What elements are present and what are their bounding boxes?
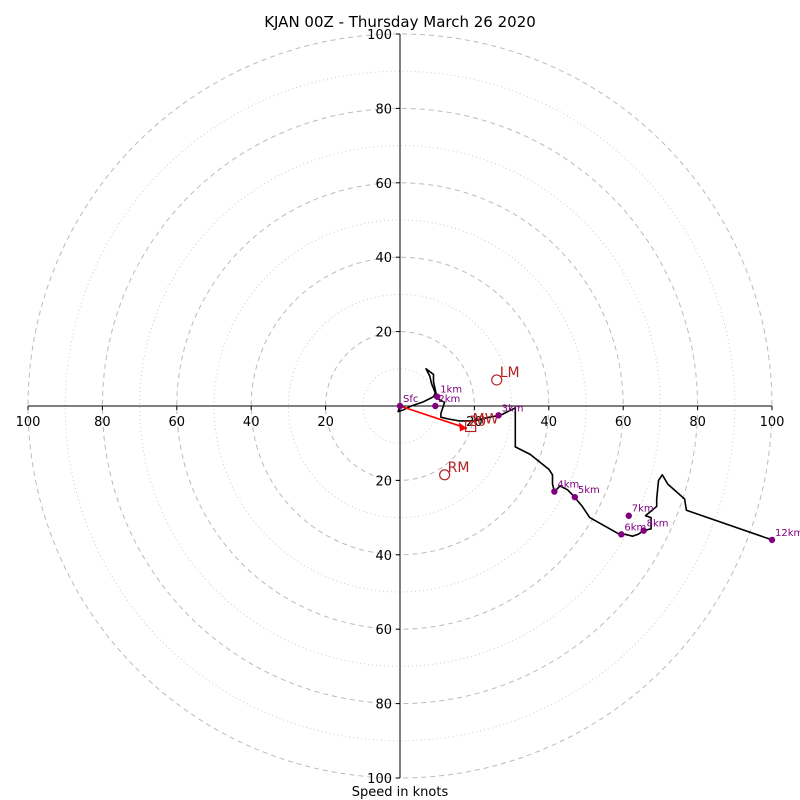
y-tick-label: 40 (375, 251, 392, 266)
height-label-4km: 4km (557, 480, 579, 491)
height-marker-7km (625, 512, 632, 519)
bulk-shear-arrowhead (458, 422, 467, 432)
height-label-2km: 2km (438, 394, 460, 405)
height-label-6km: 6km (624, 522, 646, 533)
height-marker-5km (571, 493, 579, 501)
x-tick-label: 60 (169, 415, 186, 430)
height-label-1km: 1km (440, 385, 462, 396)
shear-vector (399, 405, 468, 432)
height-label-3km: 3km (502, 403, 524, 414)
storm-motion-rm-label: RM (448, 460, 470, 476)
height-marker-sfc (396, 402, 404, 410)
height-marker-2km (432, 402, 439, 410)
storm-motion-lm-label: LM (500, 365, 520, 381)
x-tick-label: 40 (243, 415, 260, 430)
height-marker-8km (640, 527, 647, 534)
height-label-8km: 8km (647, 519, 669, 530)
x-tick-label: 100 (760, 415, 785, 430)
x-tick-labels: 100 80 60 40 20 20 40 60 80 100 (16, 406, 785, 430)
chart-title: KJAN 00Z - Thursday March 26 2020 (264, 13, 536, 31)
storm-motion-mw-marker (465, 420, 477, 433)
height-marker-6km (618, 531, 625, 538)
height-marker-4km (551, 488, 558, 495)
bulk-shear-line (399, 405, 468, 430)
height-marker-12km (768, 536, 776, 544)
storm-motion-rm-marker (439, 469, 451, 481)
y-tick-label: 20 (375, 474, 392, 489)
x-tick-label: 20 (317, 415, 334, 430)
y-tick-label: 80 (375, 698, 392, 713)
wind-profile-line (397, 367, 773, 541)
y-tick-label: 60 (375, 177, 392, 192)
y-tick-label: 20 (375, 326, 392, 341)
height-label-5km: 5km (578, 485, 600, 496)
x-tick-label: 20 (466, 415, 483, 430)
y-tick-label: 60 (375, 623, 392, 638)
y-tick-label: 100 (367, 28, 392, 43)
storm-motion-lm-marker (491, 374, 503, 386)
x-tick-label: 60 (615, 415, 632, 430)
x-tick-label: 80 (94, 415, 111, 430)
height-label-12km: 12km (775, 528, 800, 539)
y-tick-label: 100 (367, 772, 392, 787)
y-tick-labels: 100 80 60 40 20 20 40 60 80 100 (367, 28, 400, 787)
height-marker-1km (434, 393, 441, 400)
x-axis-label: Speed in knots (352, 785, 449, 800)
y-tick-label: 80 (375, 102, 392, 117)
height-label-7km: 7km (632, 504, 654, 515)
x-tick-label: 40 (541, 415, 558, 430)
storm-motion-extra-label: 20 (468, 414, 486, 430)
storm-motion-mw-label: MW (473, 411, 499, 427)
height-marker-3km (495, 412, 502, 419)
hodograph-trace (397, 367, 773, 541)
x-tick-label: 80 (689, 415, 706, 430)
x-tick-label: 100 (16, 415, 41, 430)
y-tick-label: 40 (375, 549, 392, 564)
height-label-sfc: Sfc (403, 394, 418, 405)
